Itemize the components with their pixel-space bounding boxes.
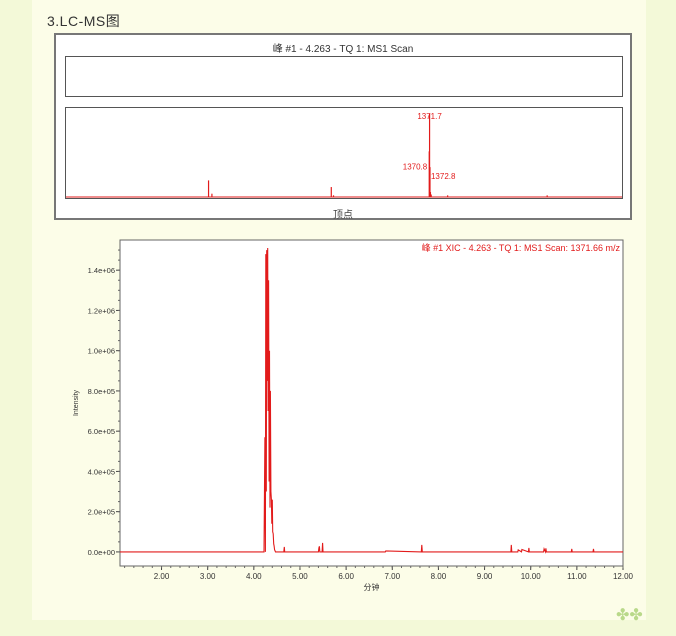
section-heading: 3.LC-MS图: [47, 13, 121, 29]
spectrum-plot-panel: 1370.8 1371.7 1372.8: [65, 107, 623, 199]
spectrum-title: 峰 #1 - 4.263 - TQ 1: MS1 Scan: [272, 44, 414, 55]
spectrum-peak-label: 1372.8: [431, 172, 456, 181]
clover-icon: ✤✤: [616, 607, 643, 624]
spectrum-xlabel: 顶点: [333, 210, 353, 221]
spectrum-peak-label: 1371.7: [417, 112, 442, 121]
mass-spectrum-box: 峰 #1 - 4.263 - TQ 1: MS1 Scan 1370.8 1371…: [54, 33, 632, 221]
spectrum-peak-label: 1370.8: [403, 162, 428, 171]
spectrum-svg: 1370.8 1371.7 1372.8: [66, 112, 622, 198]
spectrum-upper-panel: [65, 56, 623, 97]
